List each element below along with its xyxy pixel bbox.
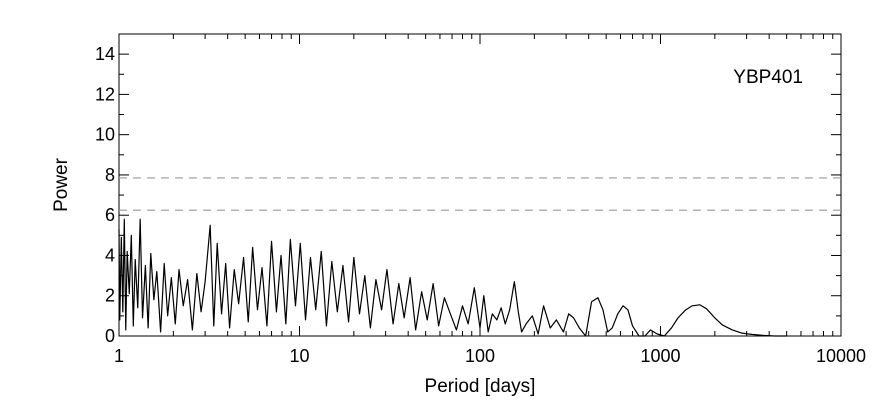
x-axis-label: Period [days] (425, 376, 536, 397)
significance-lines (119, 177, 841, 211)
y-tick-label: 8 (105, 165, 115, 185)
y-tick-label: 4 (105, 245, 115, 265)
y-axis-label: Power (51, 157, 72, 212)
object-annotation: YBP401 (733, 67, 803, 88)
y-axis-ticks: 0 2 4 6 8 10 12 14 (95, 33, 841, 346)
y-tick-label: 6 (105, 205, 115, 225)
series-line-0 (118, 218, 787, 337)
y-tick-label: 14 (95, 44, 115, 64)
y-tick-label: 12 (95, 84, 115, 104)
x-tick-label: 10000 (816, 346, 866, 366)
y-tick-label: 10 (95, 125, 115, 145)
x-tick-label: 1000 (640, 346, 680, 366)
x-tick-label: 1 (114, 346, 124, 366)
x-tick-label: 10 (289, 346, 309, 366)
y-tick-label: 0 (105, 326, 115, 346)
y-tick-label: 2 (105, 286, 115, 306)
power-series (118, 218, 787, 337)
x-axis-ticks: 1 10 100 1000 10000 (114, 34, 866, 366)
x-tick-label: 100 (465, 346, 495, 366)
